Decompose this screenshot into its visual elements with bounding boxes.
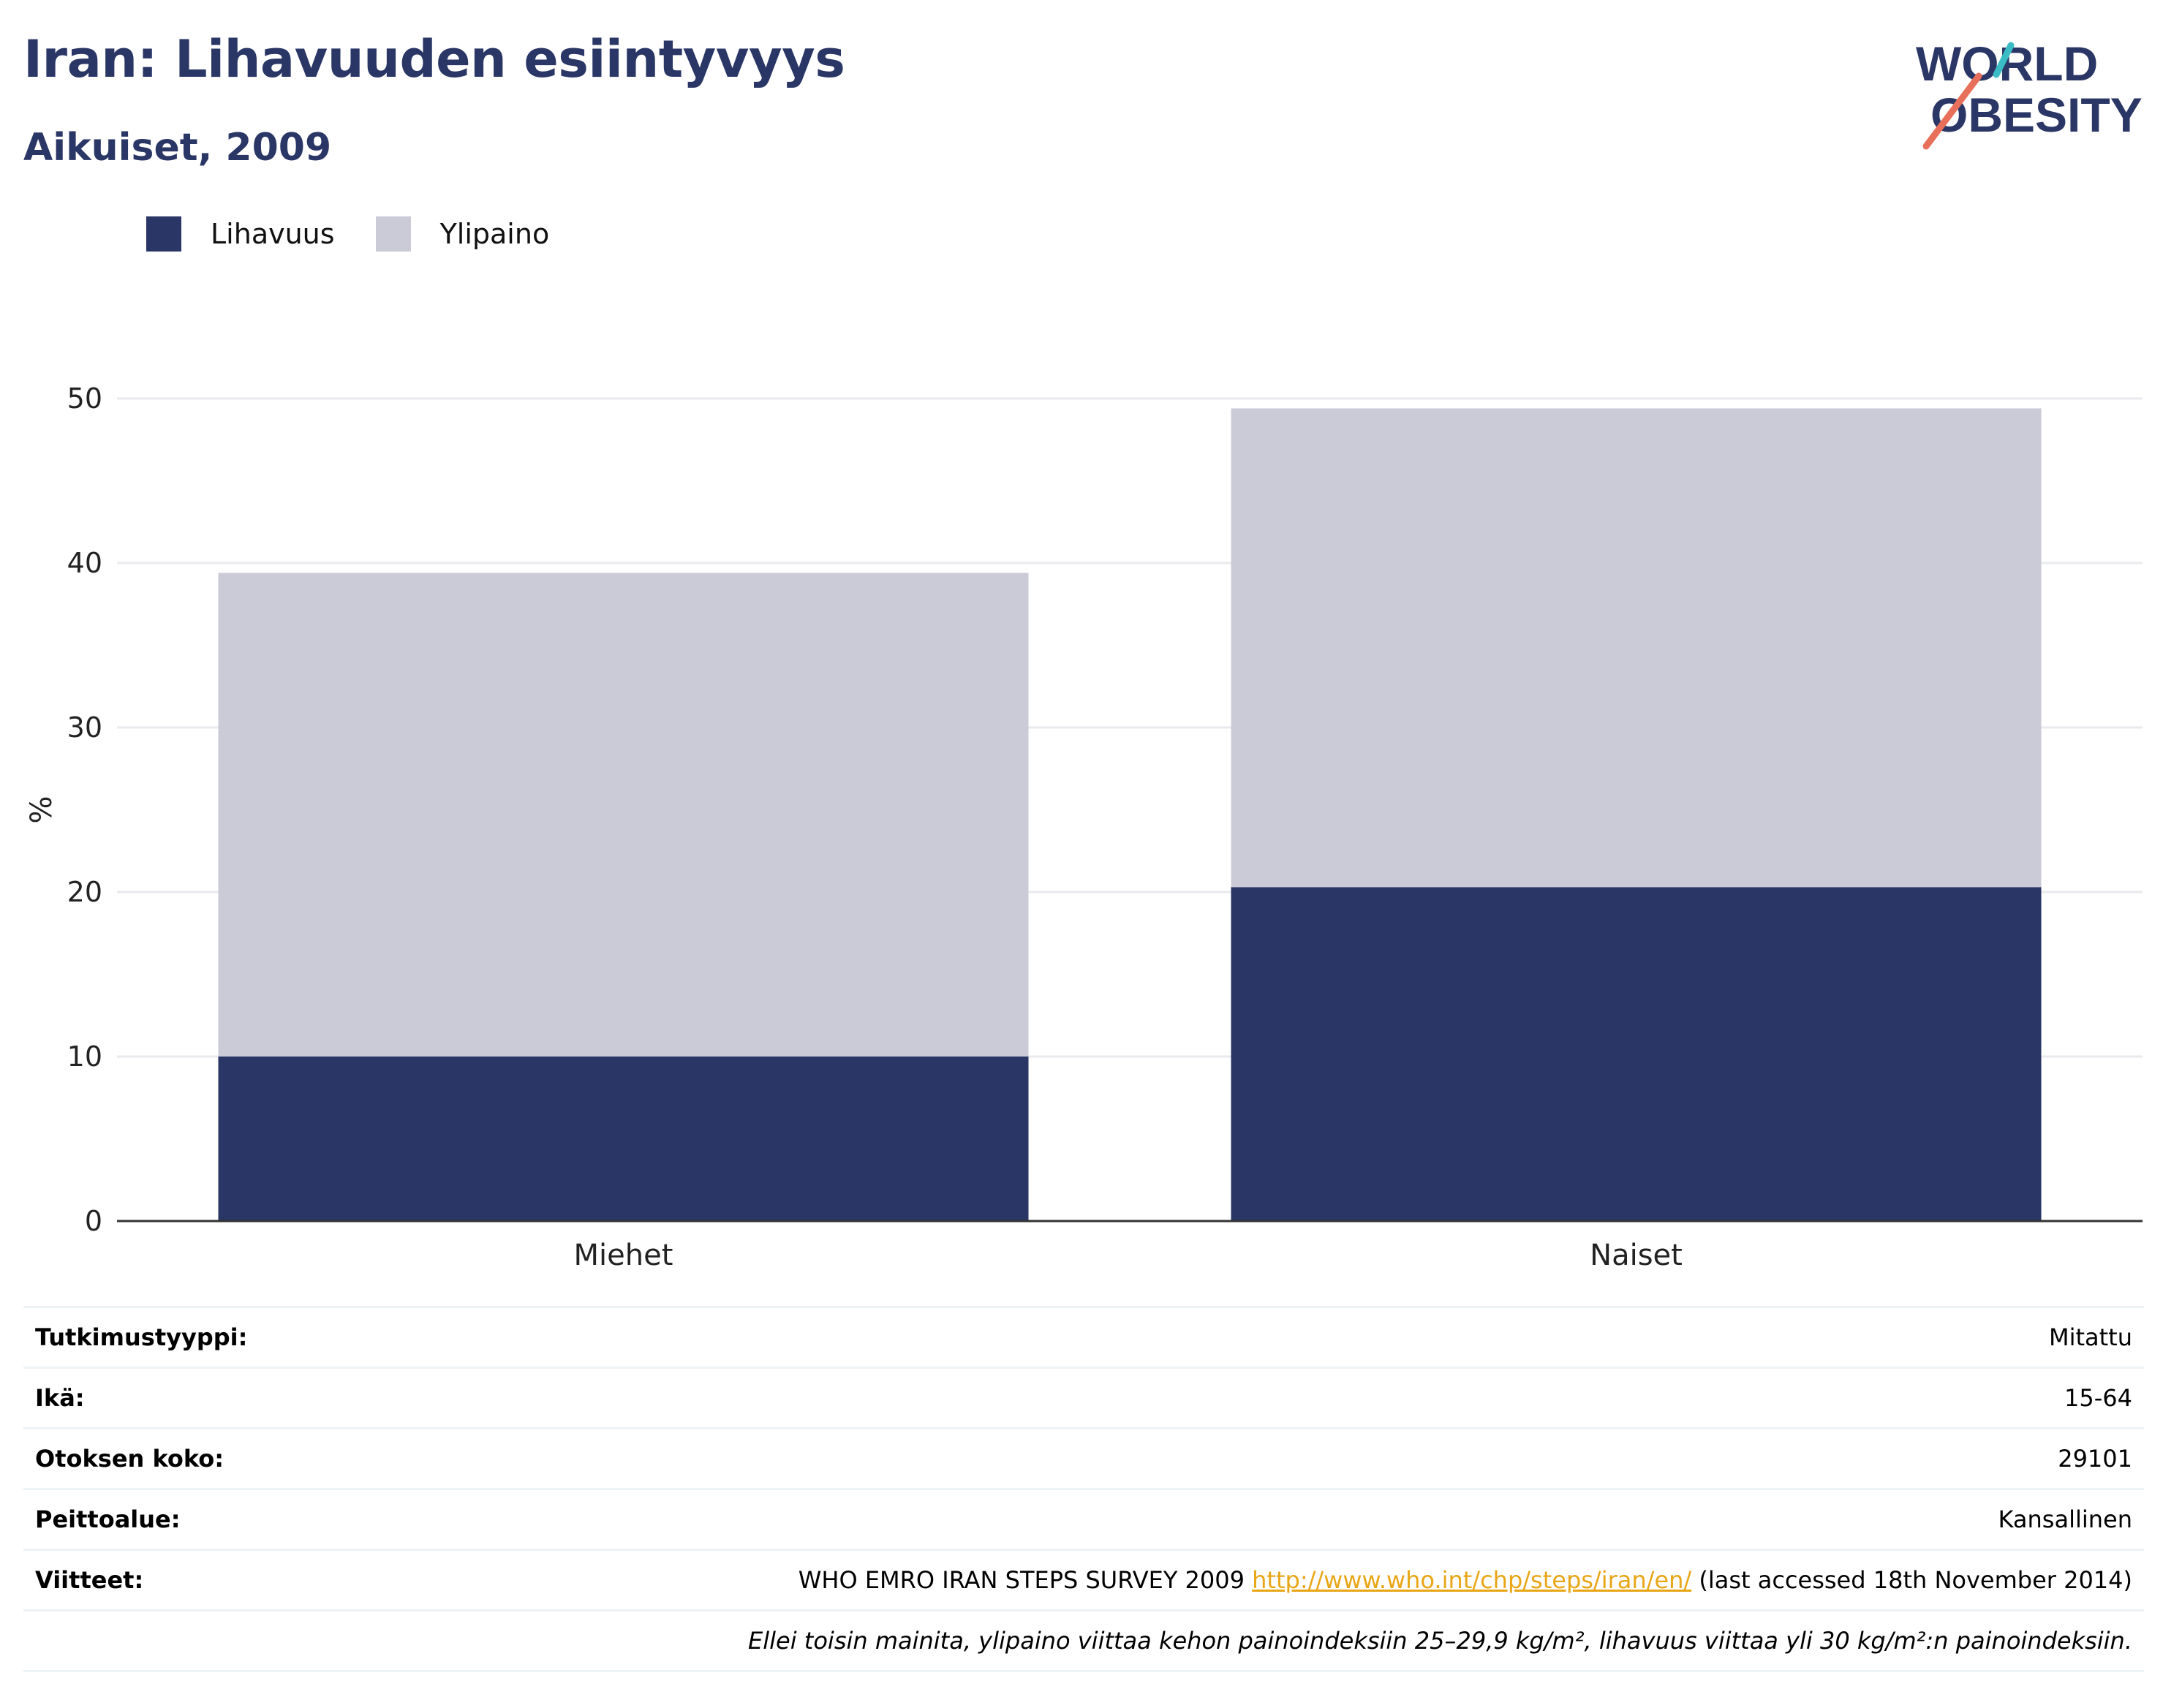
legend-label-overweight: Ylipaino bbox=[439, 218, 550, 250]
y-tick-label: 0 bbox=[85, 1205, 102, 1237]
reference-value: WHO EMRO IRAN STEPS SURVEY 2009 http://w… bbox=[799, 1566, 2132, 1594]
bar-obesity-miehet bbox=[218, 1057, 1029, 1221]
stacked-bar-chart: 0 10 20 30 40 50% Miehet Naiset bbox=[25, 382, 2143, 1272]
info-row-sample-size: Otoksen koko: 29101 bbox=[23, 1427, 2144, 1488]
info-value: Kansallinen bbox=[1998, 1505, 2132, 1533]
chart-legend: Lihavuus Ylipaino bbox=[146, 216, 590, 252]
info-table: Tutkimustyyppi: Mitattu Ikä: 15-64 Otoks… bbox=[23, 1306, 2144, 1672]
y-tick-label: 10 bbox=[67, 1040, 102, 1073]
logo-coral-stroke bbox=[1922, 72, 1982, 150]
reference-accessed: (last accessed 18th November 2014) bbox=[1691, 1566, 2132, 1594]
info-key: Otoksen koko: bbox=[35, 1445, 224, 1473]
logo-teal-stroke bbox=[1993, 42, 2015, 78]
info-value: 15-64 bbox=[2064, 1384, 2132, 1412]
y-tick-label: 50 bbox=[67, 382, 102, 415]
info-row-study-type: Tutkimustyyppi: Mitattu bbox=[23, 1306, 2144, 1367]
bar-overweight-miehet bbox=[218, 573, 1029, 1057]
info-key: Tutkimustyyppi: bbox=[35, 1323, 248, 1351]
info-row-references: Viitteet: WHO EMRO IRAN STEPS SURVEY 200… bbox=[23, 1549, 2144, 1609]
x-tick-label: Naiset bbox=[1590, 1239, 1683, 1272]
legend-item-overweight: Ylipaino bbox=[375, 216, 550, 252]
y-axis-label: % bbox=[25, 796, 58, 823]
info-key: Viitteet: bbox=[35, 1566, 144, 1594]
reference-text: WHO EMRO IRAN STEPS SURVEY 2009 bbox=[798, 1566, 1253, 1594]
info-value: 29101 bbox=[2058, 1445, 2132, 1473]
y-tick-label: 30 bbox=[67, 711, 102, 744]
x-tick-label: Miehet bbox=[574, 1239, 673, 1272]
legend-label-obesity: Lihavuus bbox=[211, 218, 335, 250]
info-row-note: Ellei toisin mainita, ylipaino viittaa k… bbox=[23, 1609, 2144, 1672]
info-row-age: Ikä: 15-64 bbox=[23, 1367, 2144, 1427]
info-value: Mitattu bbox=[2048, 1323, 2132, 1351]
logo-line1: WORLD bbox=[1916, 37, 2098, 91]
chart-title: Iran: Lihavuuden esiintyvyys bbox=[23, 29, 845, 89]
bar-obesity-naiset bbox=[1231, 887, 2042, 1221]
world-obesity-logo: WORLD OBESITY bbox=[1916, 37, 2143, 150]
chart-subtitle: Aikuiset, 2009 bbox=[23, 126, 332, 170]
info-key: Ikä: bbox=[35, 1384, 85, 1412]
legend-swatch-obesity bbox=[146, 216, 181, 252]
legend-item-obesity: Lihavuus bbox=[146, 216, 335, 252]
y-tick-label: 40 bbox=[67, 547, 102, 579]
reference-link[interactable]: http://www.who.int/chp/steps/iran/en/ bbox=[1252, 1566, 1692, 1594]
bar-overweight-naiset bbox=[1231, 408, 2042, 888]
legend-swatch-overweight bbox=[375, 216, 411, 252]
y-tick-label: 20 bbox=[67, 876, 102, 908]
info-row-coverage: Peittoalue: Kansallinen bbox=[23, 1488, 2144, 1549]
definition-note: Ellei toisin mainita, ylipaino viittaa k… bbox=[748, 1627, 2132, 1655]
info-key: Peittoalue: bbox=[35, 1505, 181, 1533]
